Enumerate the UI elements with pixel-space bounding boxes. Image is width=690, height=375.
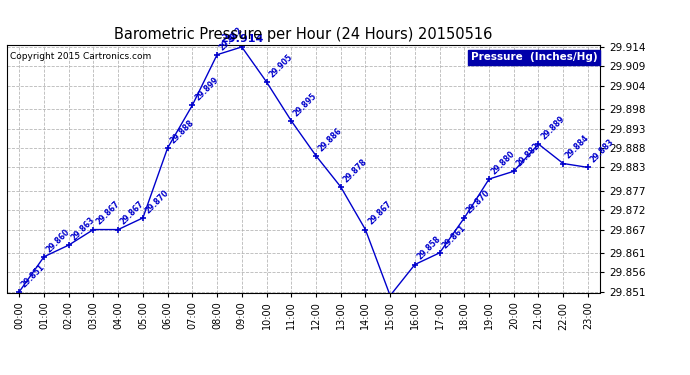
Text: 29.860: 29.860 bbox=[45, 227, 72, 254]
Text: 29.884: 29.884 bbox=[564, 134, 591, 161]
Text: 29.870: 29.870 bbox=[144, 188, 170, 215]
Text: Copyright 2015 Cartronics.com: Copyright 2015 Cartronics.com bbox=[10, 53, 151, 62]
Title: Barometric Pressure per Hour (24 Hours) 20150516: Barometric Pressure per Hour (24 Hours) … bbox=[115, 27, 493, 42]
Text: 29.867: 29.867 bbox=[366, 200, 393, 227]
Text: 29.880: 29.880 bbox=[490, 149, 517, 176]
Text: 29.889: 29.889 bbox=[539, 114, 566, 141]
Text: 29.851: 29.851 bbox=[20, 262, 47, 289]
Text: 29.912: 29.912 bbox=[217, 25, 245, 52]
Text: 29.867: 29.867 bbox=[94, 200, 121, 227]
Text: 29.899: 29.899 bbox=[193, 75, 220, 102]
Text: 29.867: 29.867 bbox=[119, 200, 146, 227]
Text: 29.886: 29.886 bbox=[317, 126, 344, 153]
Text: Pressure  (Inches/Hg): Pressure (Inches/Hg) bbox=[471, 53, 598, 62]
Text: 29.883: 29.883 bbox=[589, 138, 615, 165]
Text: 29.882: 29.882 bbox=[514, 141, 542, 168]
Text: 29.861: 29.861 bbox=[440, 223, 467, 250]
Text: 29.888: 29.888 bbox=[168, 118, 195, 145]
Text: 29.914: 29.914 bbox=[220, 34, 264, 44]
Text: 29.863: 29.863 bbox=[69, 215, 97, 242]
Text: 29.895: 29.895 bbox=[292, 91, 319, 118]
Text: 29.858: 29.858 bbox=[415, 235, 442, 262]
Text: 29.905: 29.905 bbox=[267, 52, 294, 79]
Text: 29.878: 29.878 bbox=[342, 157, 368, 184]
Text: 29.870: 29.870 bbox=[465, 188, 492, 215]
Text: 29.850: 29.850 bbox=[0, 374, 1, 375]
